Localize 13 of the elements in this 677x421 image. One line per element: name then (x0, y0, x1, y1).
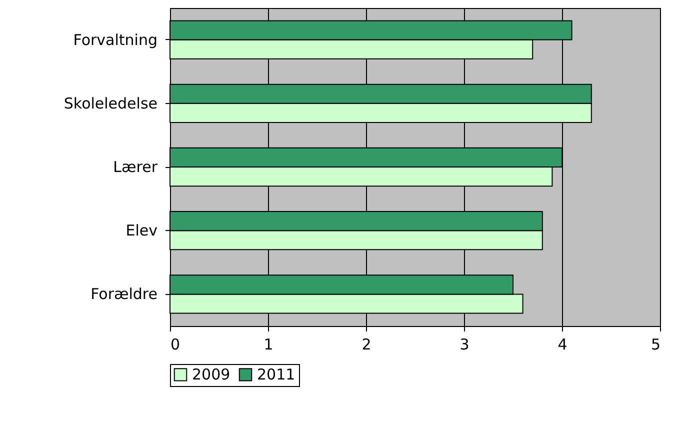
y-tick-label: Lærer (113, 158, 158, 176)
x-tick-label: 4 (558, 336, 568, 354)
x-tick-label: 2 (362, 336, 372, 354)
x-tick-label: 1 (264, 336, 274, 354)
y-tick-label: Forældre (90, 285, 158, 304)
y-tick-label: Elev (126, 222, 158, 240)
legend-label: 2009 (192, 366, 230, 384)
y-tick-label: Forvaltning (73, 30, 158, 49)
y-tick-label: Skoleledelse (64, 94, 158, 112)
x-tick-label: 3 (460, 336, 470, 354)
x-tick-label: 0 (170, 336, 180, 354)
x-tick-label: 5 (650, 336, 660, 354)
legend-label: 2011 (257, 366, 296, 384)
